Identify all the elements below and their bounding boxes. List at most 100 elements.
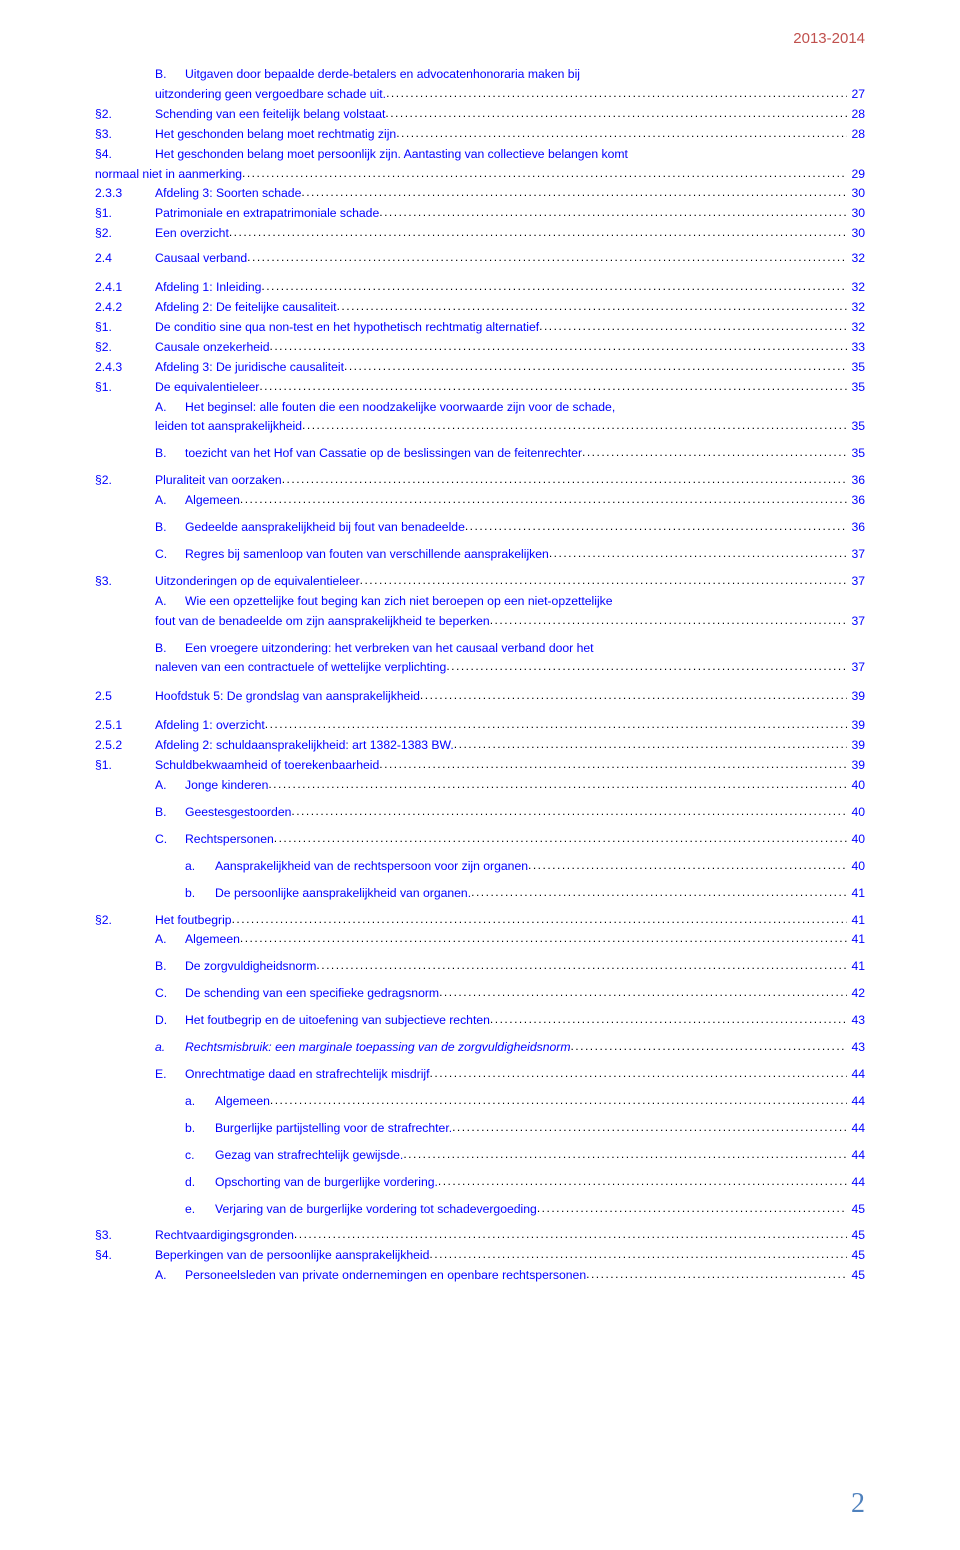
- toc-entry[interactable]: §2.Een overzicht 30: [95, 224, 865, 243]
- toc-entry[interactable]: §3.Het geschonden belang moet rechtmatig…: [95, 125, 865, 144]
- toc-entry-text: Algemeen: [185, 491, 240, 510]
- toc-entry[interactable]: naleven van een contractuele of wettelij…: [95, 658, 865, 677]
- toc-entry-text: Een overzicht: [155, 224, 229, 243]
- toc-entry[interactable]: 2.3.3Afdeling 3: Soorten schade 30: [95, 184, 865, 203]
- toc-entry-text: leiden tot aansprakelijkheid: [155, 417, 302, 436]
- toc-entry[interactable]: 2.5Hoofdstuk 5: De grondslag van aanspra…: [95, 687, 865, 706]
- toc-leader: [274, 829, 848, 848]
- toc-leader: [465, 517, 848, 536]
- toc-entry-text: Afdeling 3: Soorten schade: [155, 184, 301, 203]
- toc-entry[interactable]: leiden tot aansprakelijkheid 35: [95, 417, 865, 436]
- toc-leader: [430, 1064, 848, 1083]
- toc-entry[interactable]: §2.Het foutbegrip 41: [95, 911, 865, 930]
- toc-entry-page: 44: [847, 1065, 865, 1084]
- toc-leader: [337, 297, 848, 316]
- toc-entry-number: §4.: [95, 1246, 155, 1265]
- toc-entry-text: Regres bij samenloop van fouten van vers…: [185, 545, 549, 564]
- toc-entry[interactable]: B.Uitgaven door bepaalde derde-betalers …: [95, 65, 865, 84]
- toc-entry[interactable]: B.Gedeelde aansprakelijkheid bij fout va…: [95, 518, 865, 537]
- toc-entry-page: 36: [847, 471, 865, 490]
- toc-entry[interactable]: §2.Schending van een feitelijk belang vo…: [95, 105, 865, 124]
- toc-entry[interactable]: C.Rechtspersonen 40: [95, 830, 865, 849]
- toc-entry[interactable]: normaal niet in aanmerking 29: [95, 165, 865, 184]
- toc-entry-number: a.: [185, 857, 215, 876]
- toc-entry-number: C.: [155, 984, 185, 1003]
- toc-entry[interactable]: A.Personeelsleden van private ondernemin…: [95, 1266, 865, 1285]
- toc-entry[interactable]: A.Het beginsel: alle fouten die een nood…: [95, 398, 865, 417]
- toc-entry[interactable]: D.Het foutbegrip en de uitoefening van s…: [95, 1011, 865, 1030]
- toc-entry-number: b.: [185, 1119, 215, 1138]
- toc-leader: [446, 657, 847, 676]
- toc-entry[interactable]: §1.De conditio sine qua non-test en het …: [95, 318, 865, 337]
- toc-entry-text: uitzondering geen vergoedbare schade uit…: [155, 85, 386, 104]
- toc-entry[interactable]: §4.Het geschonden belang moet persoonlij…: [95, 145, 865, 164]
- toc-leader: [403, 1145, 847, 1164]
- toc-entry[interactable]: a.Algemeen 44: [95, 1092, 865, 1111]
- toc-entry[interactable]: B.toezicht van het Hof van Cassatie op d…: [95, 444, 865, 463]
- toc-entry[interactable]: C.Regres bij samenloop van fouten van ve…: [95, 545, 865, 564]
- toc-entry[interactable]: b.De persoonlijke aansprakelijkheid van …: [95, 884, 865, 903]
- toc-entry-number: B.: [155, 639, 185, 658]
- toc-entry[interactable]: A.Algemeen 41: [95, 930, 865, 949]
- toc-entry[interactable]: 2.4Causaal verband 32: [95, 249, 865, 268]
- toc-entry[interactable]: E.Onrechtmatige daad en strafrechtelijk …: [95, 1065, 865, 1084]
- toc-entry-number: B.: [155, 803, 185, 822]
- toc-leader: [490, 611, 848, 630]
- toc-entry[interactable]: a.Aansprakelijkheid van de rechtspersoon…: [95, 857, 865, 876]
- toc-entry-page: 44: [847, 1119, 865, 1138]
- toc-entry-number: §2.: [95, 471, 155, 490]
- toc-entry-text: normaal niet in aanmerking: [95, 165, 242, 184]
- toc-entry[interactable]: a.Rechtsmisbruik: een marginale toepassi…: [95, 1038, 865, 1057]
- toc-entry-number: A.: [155, 592, 185, 611]
- toc-entry[interactable]: A.Wie een opzettelijke fout beging kan z…: [95, 592, 865, 611]
- toc-entry[interactable]: 2.4.3Afdeling 3: De juridische causalite…: [95, 358, 865, 377]
- toc-leader: [537, 1199, 848, 1218]
- toc-entry[interactable]: C.De schending van een specifieke gedrag…: [95, 984, 865, 1003]
- toc-entry[interactable]: c.Gezag van strafrechtelijk gewijsde. 44: [95, 1146, 865, 1165]
- toc-entry-page: 36: [847, 491, 865, 510]
- toc-entry[interactable]: fout van de benadeelde om zijn aansprake…: [95, 612, 865, 631]
- toc-entry[interactable]: 2.5.1Afdeling 1: overzicht 39: [95, 716, 865, 735]
- toc-entry-page: 37: [847, 572, 865, 591]
- toc-entry-text: Het geschonden belang moet persoonlijk z…: [155, 145, 628, 164]
- toc-entry-number: §1.: [95, 204, 155, 223]
- toc-leader: [270, 337, 848, 356]
- toc-entry-page: 33: [847, 338, 865, 357]
- toc-entry[interactable]: A.Algemeen 36: [95, 491, 865, 510]
- toc-entry[interactable]: §1.Schuldbekwaamheid of toerekenbaarheid…: [95, 756, 865, 775]
- toc-entry-page: 37: [847, 545, 865, 564]
- toc-entry-text: Hoofdstuk 5: De grondslag van aansprakel…: [155, 687, 420, 706]
- toc-entry-page: 45: [847, 1246, 865, 1265]
- toc-entry-number: B.: [155, 65, 185, 84]
- toc-entry-text: De persoonlijke aansprakelijkheid van or…: [215, 884, 471, 903]
- toc-leader: [586, 1265, 847, 1284]
- toc-entry[interactable]: d.Opschorting van de burgerlijke vorderi…: [95, 1173, 865, 1192]
- toc-entry[interactable]: §1.De equivalentieleer 35: [95, 378, 865, 397]
- toc-entry-text: Het beginsel: alle fouten die een noodza…: [185, 398, 615, 417]
- toc-entry-text: Rechtsmisbruik: een marginale toepassing…: [185, 1038, 570, 1057]
- toc-entry[interactable]: e.Verjaring van de burgerlijke vordering…: [95, 1200, 865, 1219]
- toc-entry-page: 39: [847, 716, 865, 735]
- toc-entry-text: Verjaring van de burgerlijke vordering t…: [215, 1200, 537, 1219]
- toc-entry[interactable]: B.De zorgvuldigheidsnorm 41: [95, 957, 865, 976]
- toc-entry-number: A.: [155, 930, 185, 949]
- toc-entry[interactable]: 2.4.2Afdeling 2: De feitelijke causalite…: [95, 298, 865, 317]
- toc-entry[interactable]: B.Een vroegere uitzondering: het verbrek…: [95, 639, 865, 658]
- toc-entry[interactable]: §4.Beperkingen van de persoonlijke aansp…: [95, 1246, 865, 1265]
- toc-entry[interactable]: B.Geestesgestoorden 40: [95, 803, 865, 822]
- toc-entry[interactable]: §2.Pluraliteit van oorzaken 36: [95, 471, 865, 490]
- toc-leader: [582, 443, 847, 462]
- toc-leader: [282, 470, 848, 489]
- toc-entry[interactable]: §3.Uitzonderingen op de equivalentieleer…: [95, 572, 865, 591]
- toc-entry[interactable]: 2.5.2Afdeling 2: schuldaansprakelijkheid…: [95, 736, 865, 755]
- toc-entry[interactable]: §1.Patrimoniale en extrapatrimoniale sch…: [95, 204, 865, 223]
- toc-entry[interactable]: b.Burgerlijke partijstelling voor de str…: [95, 1119, 865, 1138]
- toc-entry-number: C.: [155, 545, 185, 564]
- toc-entry-text: Pluraliteit van oorzaken: [155, 471, 282, 490]
- toc-entry[interactable]: A.Jonge kinderen 40: [95, 776, 865, 795]
- toc-entry[interactable]: uitzondering geen vergoedbare schade uit…: [95, 85, 865, 104]
- toc-entry[interactable]: §2.Causale onzekerheid 33: [95, 338, 865, 357]
- toc-leader: [454, 735, 848, 754]
- toc-entry[interactable]: 2.4.1Afdeling 1: Inleiding 32: [95, 278, 865, 297]
- toc-entry[interactable]: §3.Rechtvaardigingsgronden 45: [95, 1226, 865, 1245]
